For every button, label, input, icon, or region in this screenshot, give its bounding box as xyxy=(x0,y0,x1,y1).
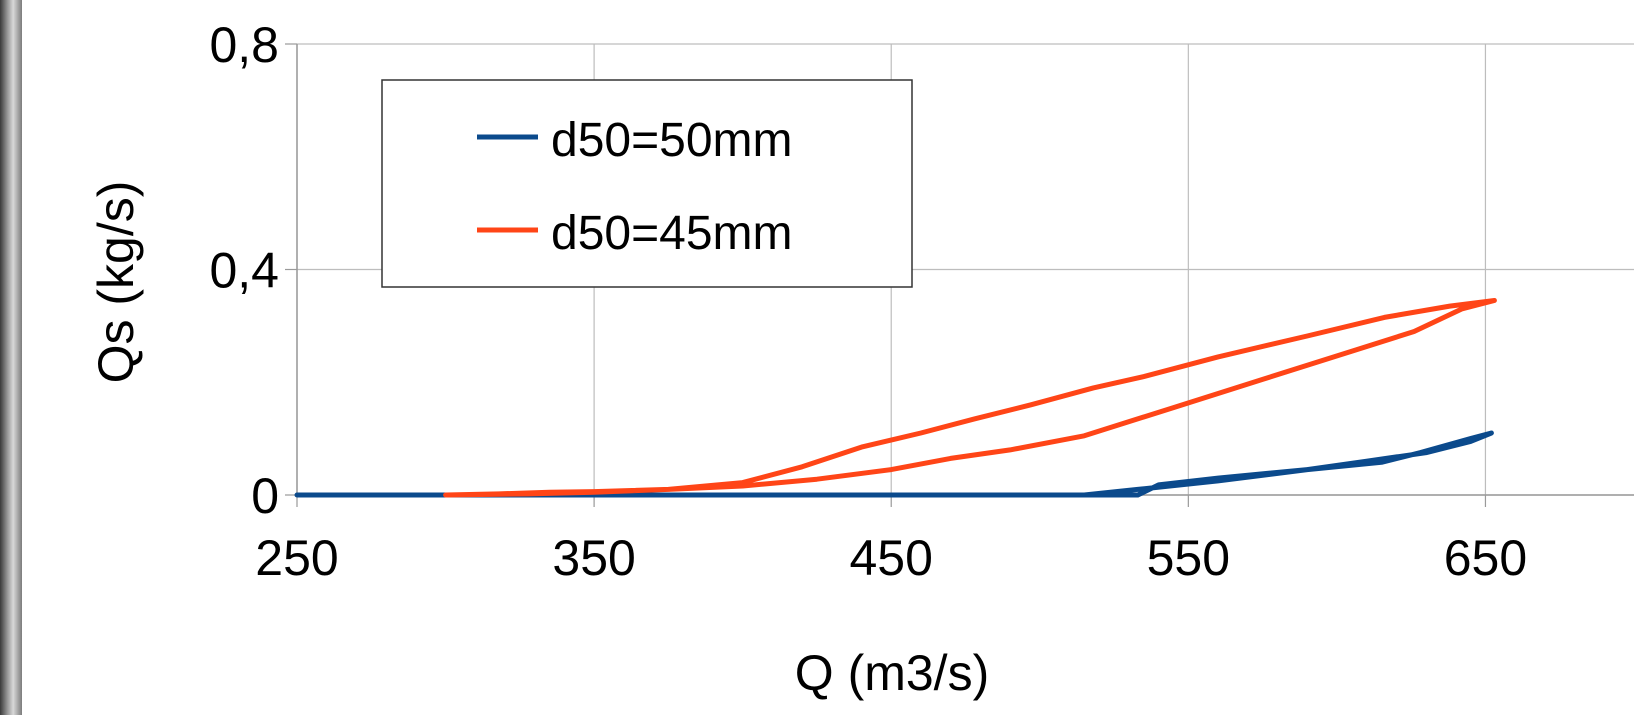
x-tick-label: 250 xyxy=(255,530,338,586)
y-tick-label: 0,8 xyxy=(209,17,279,73)
left-edge-strip xyxy=(0,0,22,715)
series-line-d50-50mm xyxy=(294,430,1494,498)
legend-box xyxy=(381,79,913,288)
legend: d50=50mm d50=45mm xyxy=(381,79,913,288)
series-line-d50-45mm xyxy=(443,298,1497,498)
y-tick-label: 0,4 xyxy=(209,243,279,299)
y-tick-label: 0 xyxy=(251,468,279,524)
x-tick-label: 350 xyxy=(552,530,635,586)
x-axis-title: Q (m3/s) xyxy=(795,645,989,701)
y-axis-title: Qs (kg/s) xyxy=(88,181,144,384)
legend-label-d50-50mm: d50=50mm xyxy=(551,114,792,167)
x-tick-label: 650 xyxy=(1444,530,1527,586)
legend-label-d50-45mm: d50=45mm xyxy=(551,207,792,260)
tick-labels: 250 350 450 550 650 0 0,4 0,8 xyxy=(209,17,1527,586)
series-lines xyxy=(294,298,1497,498)
x-tick-label: 450 xyxy=(850,530,933,586)
x-tick-label: 550 xyxy=(1147,530,1230,586)
